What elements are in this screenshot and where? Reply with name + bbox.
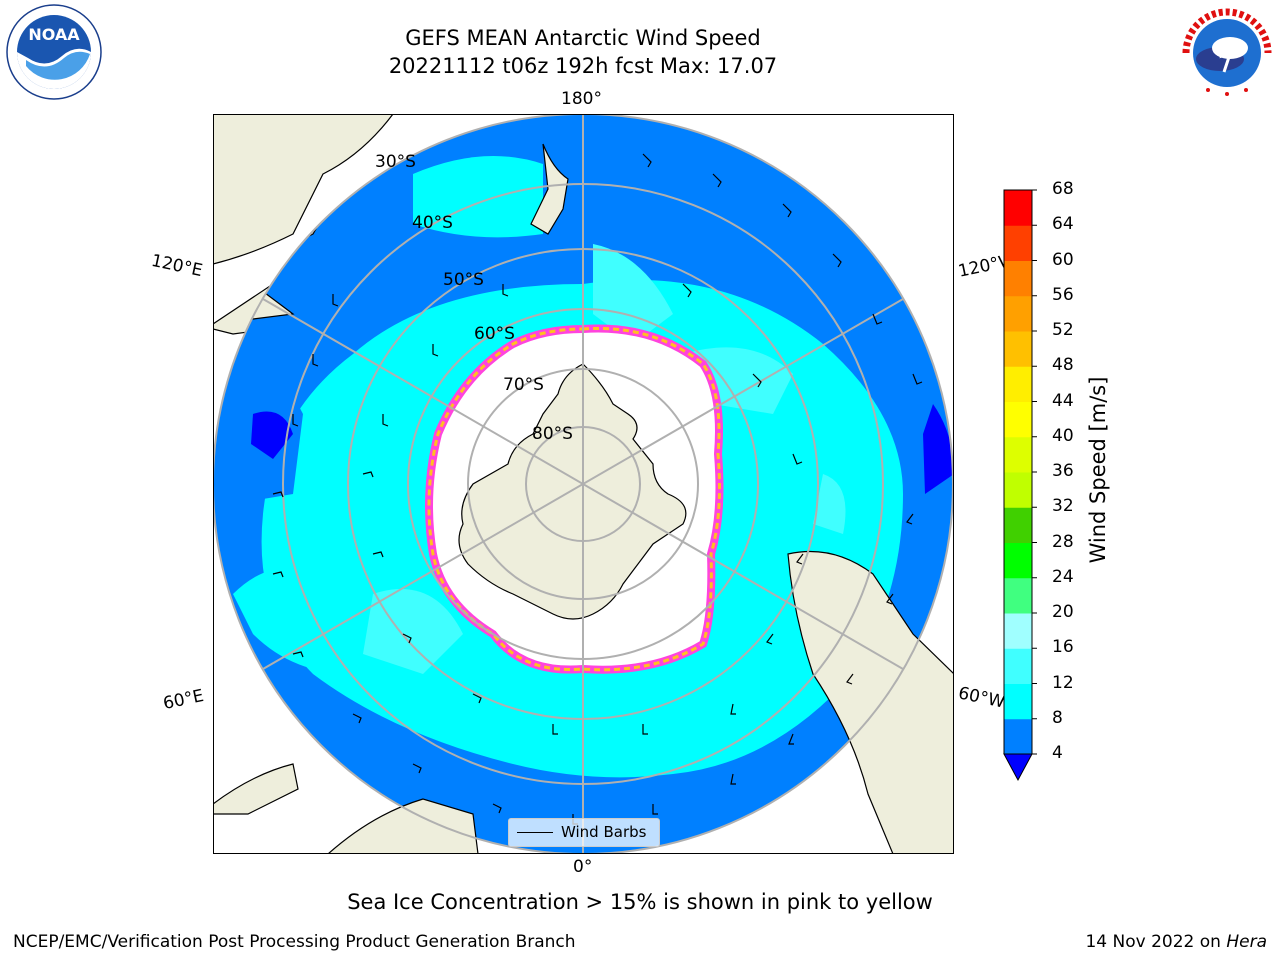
nws-logo [1178,4,1276,102]
colorbar-segment [1004,613,1032,649]
colorbar [1003,189,1037,782]
lat-label-50s: 50°S [443,270,484,290]
colorbar-segment [1004,260,1032,297]
colorbar-tick-label: 52 [1052,320,1074,340]
lon-label-0: 0° [573,857,593,877]
colorbar-segment [1004,366,1032,402]
lat-label-30s: 30°S [375,152,416,172]
wind-12-16-field [363,244,846,674]
lat-label-70s: 70°S [503,375,544,395]
colorbar-segment [1004,190,1032,226]
colorbar-segment [1004,331,1032,367]
footer-host: Hera [1226,932,1267,952]
lon-label-60e: 60°E [161,685,206,715]
colorbar-tick-label: 20 [1052,602,1074,622]
colorbar-tick-label: 8 [1052,707,1063,728]
colorbar-segment [1004,718,1032,755]
legend-label: Wind Barbs [561,823,647,841]
lat-label-60s: 60°S [474,324,515,344]
colorbar-tick-label: 68 [1052,179,1074,199]
svg-text:NOAA: NOAA [28,25,80,44]
colorbar-tick-label: 28 [1052,531,1074,552]
colorbar-tick-label: 44 [1052,390,1074,411]
colorbar-segment [1004,542,1032,579]
sea-ice-caption: Sea Ice Concentration > 15% is shown in … [347,890,933,914]
colorbar-tick-label: 16 [1052,637,1074,658]
wind-under-4-field [251,404,953,494]
colorbar-tick-label: 64 [1052,214,1074,235]
lat-label-80s: 80°S [532,424,573,444]
colorbar-extend-arrow [1003,753,1033,782]
noaa-logo: NOAA [6,4,102,100]
colorbar-segment [1004,225,1032,261]
colorbar-tick-label: 56 [1052,284,1074,305]
colorbar-segment [1004,577,1032,614]
lon-label-120e: 120°E [149,250,205,282]
colorbar-tick-label: 4 [1052,743,1063,763]
polar-map [213,114,954,854]
lat-label-40s: 40°S [412,213,453,233]
colorbar-segment [1004,472,1032,508]
colorbar-segment [1004,401,1032,438]
lon-label-180: 180° [561,89,602,109]
wind-barbs [272,153,923,825]
colorbar-tick-label: 24 [1052,566,1074,587]
colorbar-tick-label: 12 [1052,672,1074,693]
footer-left: NCEP/EMC/Verification Post Processing Pr… [13,932,576,952]
colorbar-tick-label: 32 [1052,496,1074,517]
colorbar-tick-label: 60 [1052,249,1074,270]
footer-date: 14 Nov 2022 on [1085,932,1221,952]
legend-line-swatch [517,832,553,833]
map-border [213,114,954,854]
colorbar-tick-label: 40 [1052,425,1074,446]
colorbar-tick-label: 48 [1052,355,1074,376]
colorbar-segment [1004,507,1032,543]
colorbar-segment [1004,436,1032,473]
colorbar-segment [1004,648,1032,684]
colorbar-segment [1004,295,1032,332]
colorbar-segment [1004,683,1032,720]
map-title: GEFS MEAN Antarctic Wind Speed [405,26,761,50]
colorbar-tick-label: 36 [1052,461,1074,481]
colorbar-label: Wind Speed [m/s] [1086,376,1110,564]
antarctica [458,363,687,620]
map-legend: Wind Barbs [508,818,660,847]
map-subtitle: 20221112 t06z 192h fcst Max: 17.07 [388,54,778,78]
footer-right: 14 Nov 2022 on Hera [1085,932,1267,952]
